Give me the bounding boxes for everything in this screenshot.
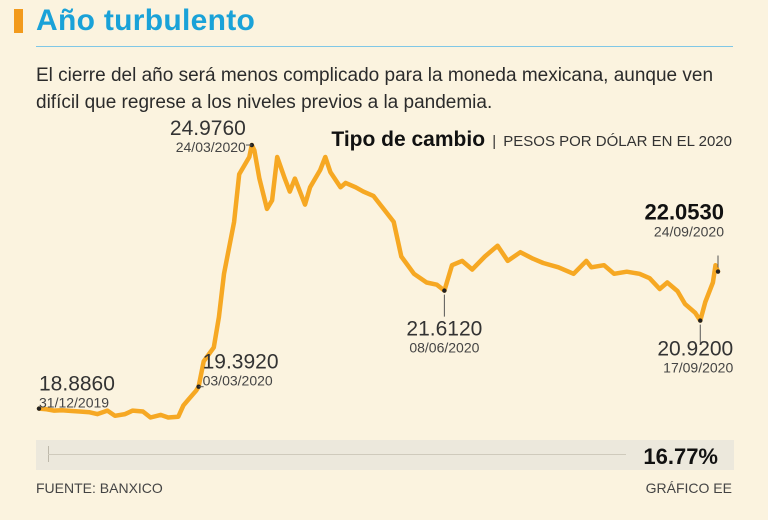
chart-heading-separator: |	[492, 133, 497, 150]
series-line	[36, 142, 721, 420]
date-label-september-low: 17/09/2020	[663, 360, 733, 376]
point-marker-september-low	[698, 318, 703, 323]
chart-unit-label: PESOS POR DÓLAR EN EL 2020	[503, 133, 732, 150]
value-label-september-low: 20.9200	[657, 338, 733, 361]
title-accent-bar	[14, 9, 23, 33]
date-label-march-low: 03/03/2020	[203, 373, 273, 389]
date-label-peak: 24/03/2020	[176, 139, 246, 155]
point-marker-start	[36, 406, 42, 411]
date-label-june-low: 08/06/2020	[409, 340, 479, 356]
point-marker-june-low	[442, 288, 447, 293]
value-label-peak: 24.9760	[170, 117, 246, 140]
change-bar-line	[48, 454, 626, 455]
value-label-march-low: 19.3920	[203, 351, 279, 374]
title-divider	[36, 46, 733, 47]
date-label-start: 31/12/2019	[39, 395, 109, 411]
chart-title: Tipo de cambio	[331, 128, 486, 151]
value-label-start: 18.8860	[39, 373, 115, 396]
page-subtitle: El cierre del año será menos complicado …	[36, 65, 714, 113]
page-title: Año turbulento	[36, 4, 256, 37]
source-label: FUENTE: BANXICO	[36, 480, 163, 496]
date-label-latest: 24/09/2020	[654, 224, 724, 240]
value-label-latest: 22.0530	[644, 200, 724, 225]
change-percent: 16.77%	[643, 444, 718, 469]
chart-heading: Tipo de cambio | PESOS POR DÓLAR EN EL 2…	[331, 128, 732, 152]
value-label-june-low: 21.6120	[406, 318, 482, 341]
point-marker-latest	[715, 269, 721, 274]
change-bar	[36, 440, 734, 470]
credit-label: GRÁFICO EE	[645, 480, 732, 496]
